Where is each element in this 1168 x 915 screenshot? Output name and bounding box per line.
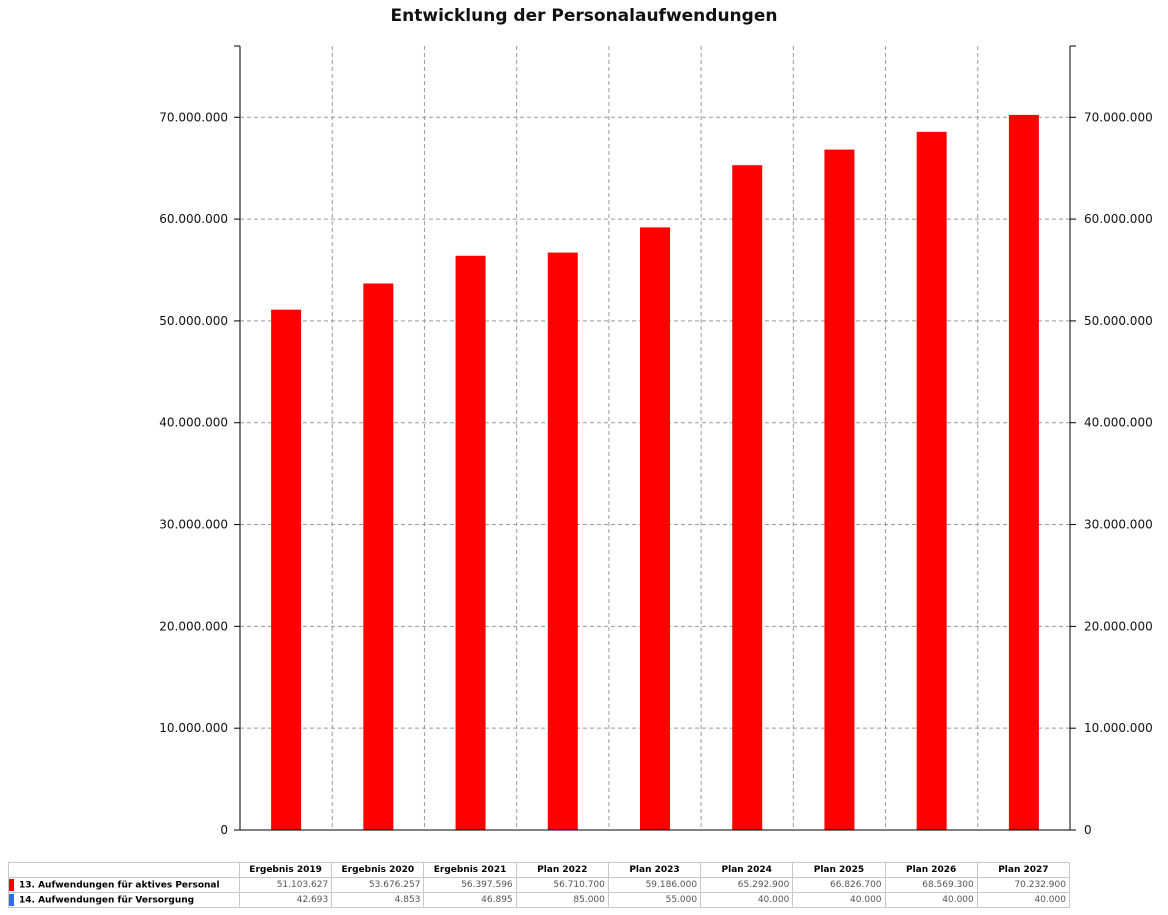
left-tick-label: 70.000.000 [159, 110, 228, 124]
bar-1-8 [916, 131, 947, 831]
bar-1-3 [455, 255, 486, 831]
bars [271, 114, 1039, 831]
left-tick-label: 10.000.000 [159, 721, 228, 735]
table-column-header: Ergebnis 2019 [238, 862, 333, 878]
right-tick-label: 50.000.000 [1084, 314, 1153, 328]
legend-swatch [9, 894, 14, 906]
bar-1-9 [1008, 114, 1039, 831]
bar-1-4 [547, 252, 578, 830]
bar-1-2 [363, 283, 394, 830]
table-cell: 85.000 [515, 892, 609, 908]
table-cell: 56.397.596 [423, 877, 517, 893]
table-corner-cell [8, 862, 240, 878]
data-table: Ergebnis 2019 Ergebnis 2020 Ergebnis 2021 P… [8, 862, 1070, 908]
table-cell: 55.000 [607, 892, 702, 908]
bar-1-6 [732, 165, 763, 830]
table-cell: 53.676.257 [331, 877, 425, 893]
right-tick-label: 70.000.000 [1084, 110, 1153, 124]
table-cell: 66.826.700 [792, 877, 886, 893]
table-column-header: Plan 2026 [884, 862, 978, 878]
left-tick-label: 20.000.000 [159, 619, 228, 633]
bar-1-5 [640, 227, 670, 830]
series-name: 14. Aufwendungen für Versorgung [19, 895, 195, 906]
table-body: 13. Aufwendungen für aktives Personal 51.… [8, 877, 1070, 908]
table-cell: 59.186.000 [607, 877, 702, 893]
axes: 0 0 10.000.000 10.000.000 20.000.000 20.000.0… [159, 45, 1153, 837]
table-column-header: Plan 2025 [792, 862, 886, 878]
left-tick-label: 30.000.000 [159, 518, 228, 532]
right-tick-label: 30.000.000 [1084, 518, 1153, 532]
right-tick-label: 40.000.000 [1084, 416, 1153, 430]
table-column-header: Plan 2022 [515, 862, 609, 878]
table-cell: 40.000 [976, 892, 1070, 908]
table-cell: 51.103.627 [238, 877, 333, 893]
table-column-header: Plan 2023 [607, 862, 702, 878]
right-tick-label: 0 [1084, 823, 1092, 837]
right-tick-label: 60.000.000 [1084, 212, 1153, 226]
bar-chart: 0 0 10.000.000 10.000.000 20.000.000 20.000.0… [159, 45, 1153, 837]
bar-1-7 [824, 149, 855, 830]
left-tick-label: 60.000.000 [159, 212, 228, 226]
table-column-header: Ergebnis 2020 [331, 862, 425, 878]
table-row: 13. Aufwendungen für aktives Personal 51.… [8, 877, 1070, 893]
right-tick-label: 20.000.000 [1084, 619, 1153, 633]
table-cell: 68.569.300 [884, 877, 978, 893]
table-column-header: Plan 2024 [700, 862, 794, 878]
table-cell: 40.000 [884, 892, 978, 908]
table-cell: 40.000 [700, 892, 794, 908]
table-column-header: Ergebnis 2021 [423, 862, 517, 878]
table-header-row: Ergebnis 2019 Ergebnis 2020 Ergebnis 2021 P… [8, 862, 1070, 878]
series-name: 13. Aufwendungen für aktives Personal [19, 880, 220, 891]
bar-1-1 [271, 309, 302, 831]
table-cell: 46.895 [423, 892, 517, 908]
table-cell: 70.232.900 [976, 877, 1070, 893]
table-cell: 56.710.700 [515, 877, 609, 893]
table-row: 14. Aufwendungen für Versorgung 42.693 4.8… [8, 892, 1070, 908]
chart-title: Entwicklung der Personalaufwendungen [390, 6, 778, 26]
legend-swatch [9, 879, 14, 891]
table-cell: 4.853 [331, 892, 425, 908]
table-column-header: Plan 2027 [976, 862, 1070, 878]
right-tick-label: 10.000.000 [1084, 721, 1153, 735]
left-tick-label: 40.000.000 [159, 416, 228, 430]
table-cell: 42.693 [238, 892, 333, 908]
table-cell: 65.292.900 [700, 877, 794, 893]
series-label: 14. Aufwendungen für Versorgung [8, 892, 240, 908]
left-tick-label: 0 [220, 823, 228, 837]
series-label: 13. Aufwendungen für aktives Personal [8, 877, 240, 893]
table-cell: 40.000 [792, 892, 886, 908]
left-tick-label: 50.000.000 [159, 314, 228, 328]
